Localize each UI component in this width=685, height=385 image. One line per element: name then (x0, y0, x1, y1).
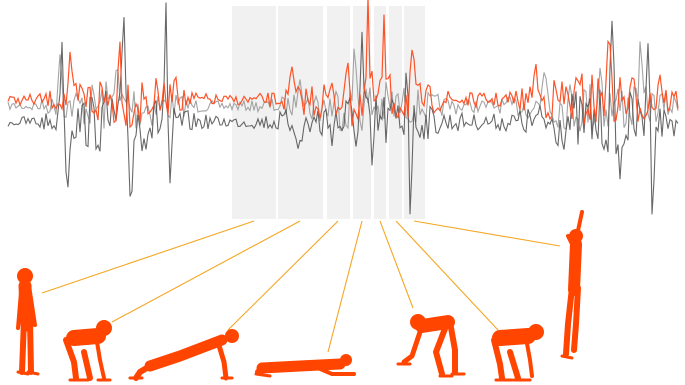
connector-lines (41, 220, 561, 353)
exercise-figures (16, 210, 584, 382)
figure-squat-6 (491, 324, 544, 382)
connector-line-jump (413, 220, 561, 247)
connector-line-squat-down (111, 220, 301, 323)
connector-line-push-up-down (327, 220, 363, 353)
connector-line-push-up-up (379, 220, 414, 309)
figure-prone-4 (254, 354, 356, 378)
signal-trace-orange (7, 0, 679, 129)
figure-plank-3 (128, 329, 239, 381)
signal-trace-dark-grey (7, 2, 679, 215)
connector-line-plank (227, 220, 339, 331)
segment-standing (232, 6, 276, 219)
figure-bent-forward-5 (396, 314, 466, 378)
figure-jump-reach-7 (560, 210, 584, 360)
connector-line-squat-up (395, 220, 499, 331)
sensor-signal-traces (7, 0, 679, 215)
figure-standing-1 (16, 268, 40, 376)
figure-squat-2 (63, 320, 112, 382)
connector-line-standing (41, 220, 255, 294)
